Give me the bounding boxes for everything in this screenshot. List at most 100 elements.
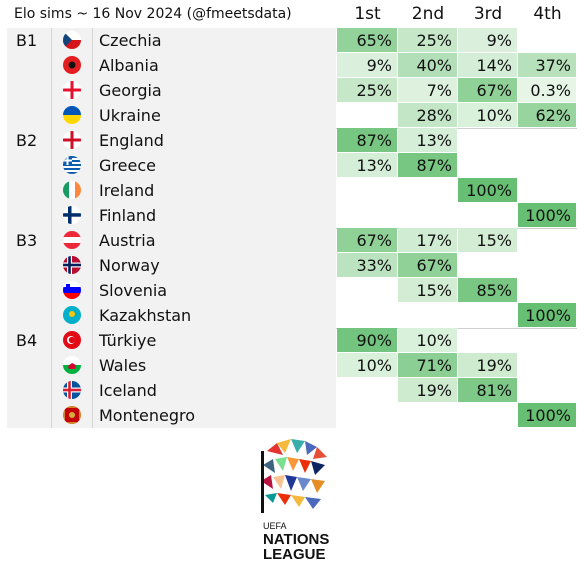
column-header-2: 2nd xyxy=(411,4,445,24)
probability-value: 25% xyxy=(416,31,452,50)
probability-value: 9% xyxy=(366,56,392,75)
probability-value: 19% xyxy=(416,381,452,400)
probability-value: 71% xyxy=(416,356,452,375)
prob-cell-bg xyxy=(518,303,576,327)
team-name: Albania xyxy=(99,56,159,75)
iceland-flag xyxy=(63,381,81,399)
prob-cell-bg xyxy=(337,78,397,102)
probability-value: 100% xyxy=(525,306,571,325)
probability-value xyxy=(518,356,577,376)
prob-cell-bg xyxy=(337,353,397,377)
prob-cell-bg xyxy=(458,78,517,102)
albania-flag xyxy=(63,56,81,74)
probability-value xyxy=(458,156,518,176)
probability-value xyxy=(458,331,518,351)
group-label-band xyxy=(7,328,51,428)
group-label: B1 xyxy=(16,31,38,50)
probability-value xyxy=(518,256,577,276)
probability-value: 40% xyxy=(416,56,452,75)
ukraine-flag xyxy=(63,106,81,124)
probability-value xyxy=(398,181,458,201)
probability-value xyxy=(518,131,577,151)
group-team-band xyxy=(93,28,336,128)
team-name: Iceland xyxy=(99,381,157,400)
montenegro-flag xyxy=(63,406,81,424)
prob-cell-bg xyxy=(398,353,457,377)
probability-value xyxy=(518,381,577,401)
probability-value: 100% xyxy=(525,406,571,425)
group-label-band xyxy=(7,28,51,128)
probability-value: 13% xyxy=(416,131,452,150)
logo-league-text: LEAGUE xyxy=(263,546,326,562)
probability-value xyxy=(458,131,518,151)
group-team-band xyxy=(93,328,336,428)
probability-value: 37% xyxy=(535,56,571,75)
nations-league-emblem: UEFA NATIONS LEAGUE xyxy=(261,439,329,563)
prob-cell-bg xyxy=(398,78,457,102)
team-name: Georgia xyxy=(99,81,162,100)
team-name: Slovenia xyxy=(99,281,168,300)
probability-value: 17% xyxy=(416,231,452,250)
probability-value: 67% xyxy=(476,81,512,100)
group-label: B4 xyxy=(16,331,38,350)
probability-value: 33% xyxy=(356,256,392,275)
prob-cell-bg xyxy=(398,378,457,402)
probability-value xyxy=(518,331,577,351)
prob-cell-bg xyxy=(458,53,517,77)
team-name: Norway xyxy=(99,256,160,275)
wales-flag xyxy=(63,356,81,374)
probability-value: 0.3% xyxy=(530,81,571,100)
team-name: Czechia xyxy=(99,31,162,50)
prob-cell-bg xyxy=(458,378,517,402)
england-flag xyxy=(63,131,81,149)
probability-value xyxy=(337,381,398,401)
team-name: Finland xyxy=(99,206,157,225)
table-title: Elo sims ~ 16 Nov 2024 (@fmeetsdata) xyxy=(14,6,292,22)
prob-cell-bg xyxy=(398,278,457,302)
vertical-separator xyxy=(92,28,93,428)
probability-value xyxy=(458,406,518,426)
logo-uefa-text: UEFA xyxy=(263,521,287,531)
probability-value xyxy=(518,231,577,251)
probability-value: 15% xyxy=(476,231,512,250)
prob-cell-bg xyxy=(398,53,457,77)
team-name: Greece xyxy=(99,156,156,175)
column-header-4: 4th xyxy=(533,4,562,24)
probability-value: 62% xyxy=(535,106,571,125)
greece-flag xyxy=(63,156,81,174)
team-name: Kazakhstan xyxy=(99,306,192,325)
prob-cell-bg xyxy=(458,103,517,127)
prob-cell-bg xyxy=(398,253,457,277)
probability-value: 100% xyxy=(466,181,512,200)
probability-value xyxy=(458,256,518,276)
georgia-flag xyxy=(63,81,81,99)
probability-value xyxy=(337,306,398,326)
probability-value: 81% xyxy=(476,381,512,400)
probability-value: 10% xyxy=(476,106,512,125)
prob-cell-bg xyxy=(518,403,576,427)
probability-value: 10% xyxy=(356,356,392,375)
probability-value xyxy=(337,206,398,226)
probability-value xyxy=(518,181,577,201)
probability-value: 87% xyxy=(416,156,452,175)
prob-cell-bg xyxy=(398,328,457,352)
prob-cell-bg xyxy=(337,128,397,152)
finland-flag xyxy=(63,206,81,224)
probability-value xyxy=(458,206,518,226)
prob-cell-bg xyxy=(518,78,576,102)
group-label-band xyxy=(7,228,51,328)
prob-cell-bg xyxy=(458,28,517,52)
probability-value: 7% xyxy=(426,81,452,100)
prob-cell-bg xyxy=(337,28,397,52)
probability-value: 65% xyxy=(356,31,392,50)
prob-cell-bg xyxy=(337,328,397,352)
probability-value: 14% xyxy=(476,56,512,75)
prob-cell-bg xyxy=(337,228,397,252)
probability-value xyxy=(398,206,458,226)
ireland-flag xyxy=(63,181,81,199)
prob-cell-bg xyxy=(458,228,517,252)
probability-value xyxy=(337,106,398,126)
prob-cell-bg xyxy=(398,128,457,152)
probability-value: 10% xyxy=(416,331,452,350)
probability-value: 87% xyxy=(356,131,392,150)
